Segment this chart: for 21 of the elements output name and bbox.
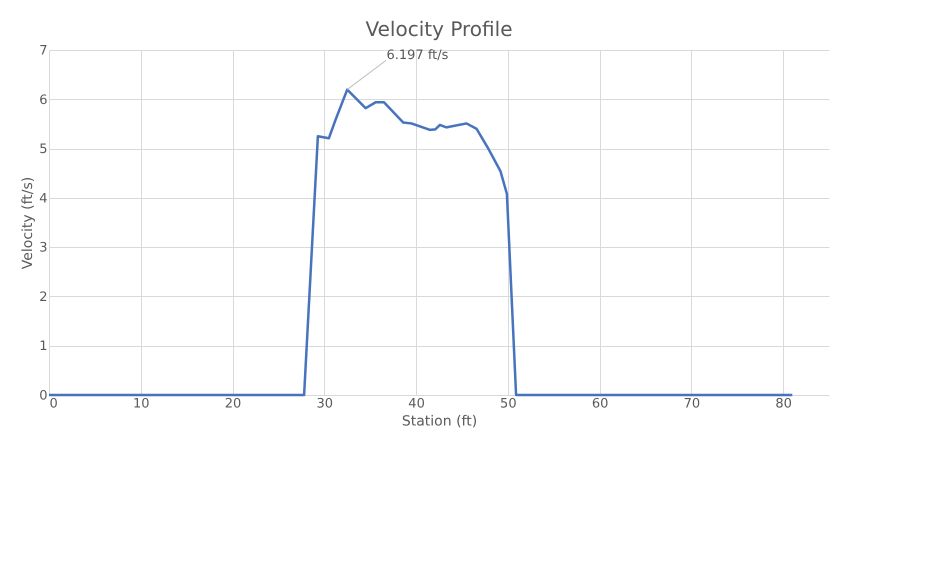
chart-title: Velocity Profile: [365, 17, 513, 41]
x-tick-label: 40: [408, 396, 425, 412]
y-tick-label: 1: [39, 339, 48, 354]
y-tick-label: 3: [39, 240, 48, 256]
line-series: [48, 88, 794, 396]
y-axis-title: Velocity (ft/s): [20, 176, 36, 270]
y-tick-label: 6: [39, 92, 48, 108]
y-tick-label: 2: [39, 290, 48, 305]
x-tick-label: 60: [592, 396, 608, 412]
x-tick-label: 0: [50, 396, 58, 412]
x-tick-label: 80: [775, 396, 792, 412]
x-tick-label: 70: [684, 396, 700, 412]
annotation: 6.197 ft/s: [386, 48, 449, 64]
y-tick-label: 5: [39, 142, 48, 158]
x-tick-label: 30: [316, 396, 334, 412]
y-tick-label: 7: [39, 44, 48, 58]
x-tick-label: 10: [132, 396, 150, 412]
x-tick-label: 50: [500, 396, 517, 412]
x-axis-title: Station (ft): [402, 414, 478, 430]
y-tick-label: 4: [39, 191, 48, 206]
x-tick-label: 20: [224, 396, 242, 412]
